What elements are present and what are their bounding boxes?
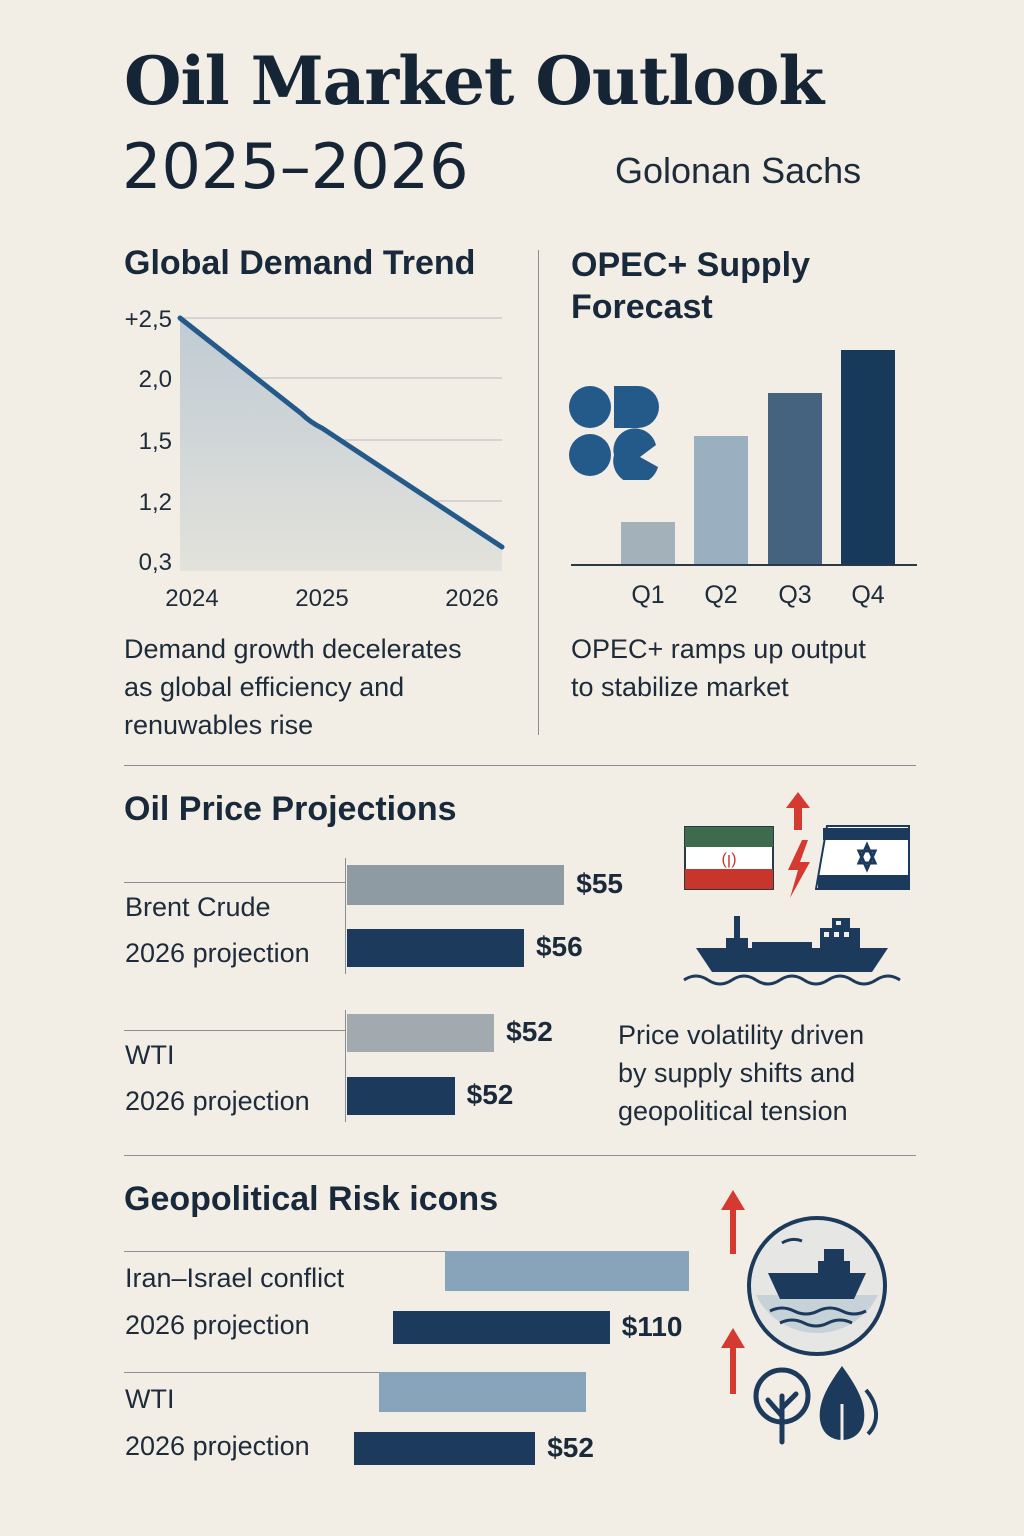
- projection-value-label: $110: [621, 1310, 683, 1342]
- price-group-label: WTI: [125, 1040, 175, 1070]
- demand-y-tick-label: 1,5: [139, 428, 172, 455]
- projection-bar: [354, 1432, 536, 1465]
- demand-series-line: [177, 315, 505, 550]
- projection-bar: [347, 929, 524, 967]
- demand-y-tick-label: 2,0: [139, 366, 172, 393]
- projection-value-label: $52: [547, 1431, 594, 1463]
- supply-heading-line: Forecast: [571, 288, 713, 326]
- price-axis: [345, 1010, 346, 1122]
- supply-heading-line: OPEC+ Supply: [571, 246, 810, 284]
- lightning-icon: [788, 840, 810, 898]
- price-group-sub: 2026 projection: [125, 1086, 310, 1116]
- demand-y-tick-label: 0,3: [139, 549, 172, 576]
- svg-text:(ꞁ): (ꞁ): [721, 851, 736, 868]
- section-divider-vertical: [538, 250, 539, 735]
- projection-bar: [347, 1014, 495, 1052]
- prices-caption-line: Price volatility driven: [618, 1020, 865, 1050]
- demand-area-fill: [180, 318, 502, 571]
- supply-heading: OPEC+ Supply Forecast: [571, 244, 810, 328]
- tanker-ship-icon: [683, 916, 901, 986]
- demand-caption: Demand growth decelerates as global effi…: [124, 630, 524, 744]
- up-arrow-icon: [721, 1190, 745, 1394]
- ship-in-circle-icon: [747, 1216, 887, 1356]
- supply-caption: OPEC+ ramps up output to stabilize marke…: [571, 630, 931, 706]
- publisher-name: Golonan Sachs: [615, 150, 862, 191]
- demand-caption-line: renuwables rise: [124, 710, 314, 740]
- supply-bar-q3: [768, 393, 822, 565]
- supply-caption-line: to stabilize market: [571, 672, 789, 702]
- demand-x-tick-label: 2026: [445, 585, 498, 612]
- supply-chart: Q1 Q2 Q3 Q4: [571, 350, 917, 609]
- price-group-label: Brent Crude: [125, 892, 271, 922]
- section-divider: [124, 765, 916, 766]
- iran-flag-icon: (ꞁ): [684, 826, 774, 890]
- projection-bar: [347, 1077, 455, 1115]
- group-rule: [124, 1372, 380, 1373]
- demand-caption-line: as global efficiency and: [124, 672, 405, 702]
- supply-bar-q4: [841, 350, 895, 565]
- supply-category-label: Q1: [631, 581, 664, 609]
- demand-x-tick-label: 2025: [295, 585, 348, 612]
- risk-heading: Geopolitical Risk icons: [124, 1180, 499, 1218]
- leaf-icon: [819, 1366, 878, 1444]
- projection-value-label: $52: [466, 1079, 514, 1110]
- demand-x-tick-label: 2024: [165, 585, 218, 612]
- up-arrow-icon: [786, 792, 810, 898]
- section-divider: [124, 1155, 916, 1156]
- projection-value-label: $56: [535, 931, 583, 962]
- supply-caption-line: OPEC+ ramps up output: [571, 634, 866, 664]
- supply-category-label: Q3: [778, 581, 811, 609]
- group-rule: [124, 882, 346, 883]
- page-subtitle-years: 2025–2026: [122, 130, 469, 203]
- price-group-sub: 2026 projection: [125, 938, 310, 968]
- projection-bar: [379, 1372, 586, 1412]
- prices-caption-line: by supply shifts and: [618, 1058, 856, 1088]
- demand-caption-line: Demand growth decelerates: [124, 634, 462, 664]
- risk-group-label: Iran–Israel conflict: [125, 1263, 345, 1293]
- demand-heading: Global Demand Trend: [124, 244, 476, 282]
- prices-heading: Oil Price Projections: [124, 790, 457, 828]
- projection-bar: [347, 865, 565, 905]
- israel-flag-icon: [815, 825, 910, 890]
- tree-icon: [753, 1367, 811, 1445]
- projection-value-label: $55: [576, 868, 623, 899]
- supply-category-label: Q2: [704, 581, 737, 609]
- opec-logo-icon: [569, 386, 659, 480]
- projection-bar: [445, 1251, 690, 1291]
- group-rule: [124, 1030, 346, 1031]
- projection-value-label: $52: [506, 1016, 553, 1047]
- demand-y-tick-label: +2,5: [125, 306, 172, 333]
- demand-chart: +2,5 2,0 1,5 1,2 0,3 2024 2025 2026: [125, 306, 505, 612]
- price-axis: [345, 858, 346, 974]
- page-title: Oil Market Outlook: [124, 42, 824, 120]
- supply-category-label: Q4: [851, 581, 884, 609]
- supply-bar-q1: [621, 522, 675, 565]
- prices-caption-line: geopolitical tension: [618, 1096, 848, 1126]
- risk-group-label: WTI: [125, 1384, 175, 1414]
- prices-caption: Price volatility driven by supply shifts…: [618, 1016, 918, 1130]
- risk-group-sub: 2026 projection: [125, 1310, 310, 1340]
- projection-bar: [393, 1311, 610, 1344]
- group-rule: [124, 1251, 446, 1252]
- supply-bar-q2: [694, 436, 748, 565]
- demand-y-tick-label: 1,2: [139, 489, 172, 516]
- risk-group-sub: 2026 projection: [125, 1431, 310, 1461]
